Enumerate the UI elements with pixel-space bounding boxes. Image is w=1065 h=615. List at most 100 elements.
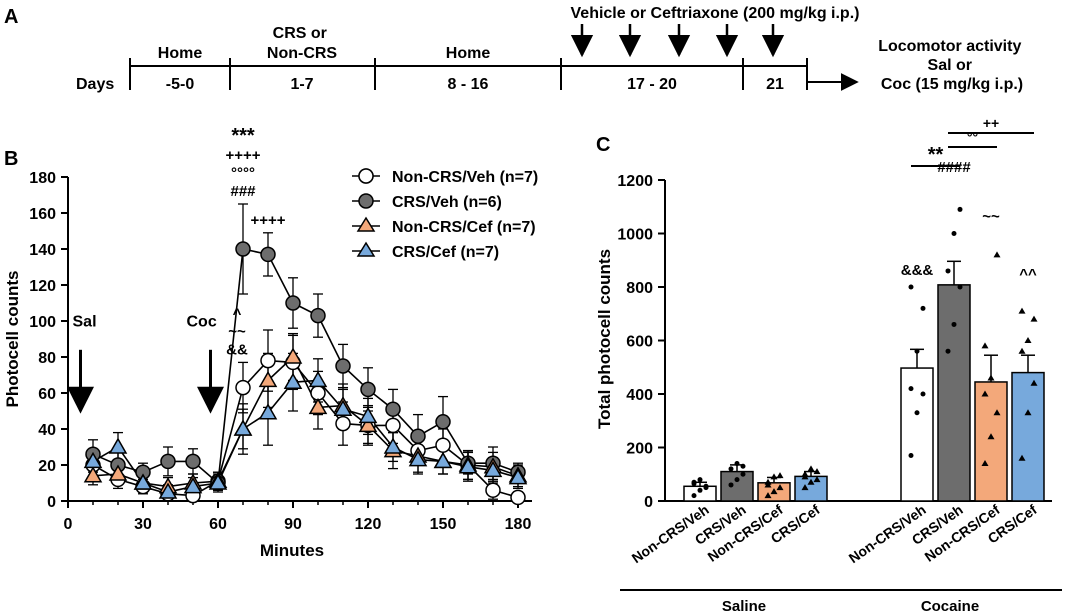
panel-c-annotations: &&& #### ~~ ^^ ** °° ++	[901, 115, 1037, 283]
significance-marker: ~~	[228, 323, 246, 340]
panel-b-legend: Non-CRS/Veh (n=7) CRS/Veh (n=6) Non-CRS/…	[352, 168, 538, 261]
panel-b-ylabel: Photocell counts	[3, 271, 22, 408]
individual-point	[1018, 307, 1026, 314]
data-point	[160, 453, 176, 470]
individual-point	[697, 487, 703, 493]
individual-point	[981, 390, 989, 397]
data-point	[508, 468, 528, 485]
panel-c-bars	[683, 206, 1045, 502]
individual-point	[993, 251, 1001, 258]
data-point	[358, 406, 378, 424]
bracket-label: °°	[967, 129, 978, 145]
series-3	[88, 352, 523, 500]
individual-point	[740, 463, 746, 469]
legend-item: Non-CRS/Veh (n=7)	[352, 168, 538, 186]
sal-arrow-label: Sal	[73, 313, 97, 330]
saline-group-label: Saline	[722, 598, 766, 615]
legend-label: CRS/Veh (n=6)	[392, 194, 502, 211]
individual-point	[951, 231, 957, 236]
panel-c-ylabel: Total photocell counts	[595, 249, 614, 429]
bar	[937, 284, 971, 502]
treatment-label: Vehicle or Ceftriaxone (200 mg/kg i.p.)	[571, 5, 860, 22]
legend-marker	[356, 241, 376, 257]
individual-point	[957, 206, 963, 212]
panel-c-group-labels: Saline Cocaine	[620, 589, 1062, 615]
individual-point	[764, 481, 772, 488]
phase-crs-line-1: CRS or	[273, 25, 327, 42]
individual-point	[987, 374, 995, 381]
y-tick-label: 200	[626, 441, 653, 458]
data-point	[183, 477, 203, 494]
significance-marker: ***	[231, 125, 255, 147]
individual-point	[1018, 454, 1026, 461]
y-tick-label: 0	[644, 494, 653, 511]
bracket-label: **	[928, 144, 944, 166]
y-tick-label: 60	[38, 386, 56, 403]
phase-test-days: 21	[766, 76, 784, 93]
test-label-line-1: Locomotor activity	[878, 38, 1021, 55]
y-tick-label: 180	[29, 170, 56, 187]
data-point	[510, 489, 526, 506]
panel-c-bar-chart: C 0 200 400 600 800 1000 1200 Total photocell …	[595, 115, 1062, 615]
individual-point	[728, 482, 734, 488]
bar	[900, 367, 934, 502]
significance-bracket: **	[911, 144, 960, 167]
significance-marker: ++++	[250, 212, 285, 229]
legend-marker	[358, 193, 374, 209]
y-tick-label: 20	[38, 458, 56, 475]
x-tick-label: 0	[64, 516, 73, 533]
data-point	[308, 370, 328, 388]
panel-a-timeline: A Days Home -5-0 CRS or Non-CRS 1-7 Home…	[4, 5, 1026, 93]
significance-marker: ^^	[1019, 266, 1037, 283]
data-point	[283, 347, 303, 364]
panel-b-annotations: ###°°°°++++***++++&&~~^	[225, 125, 285, 358]
data-point	[235, 241, 251, 257]
test-label-line-2: Sal or	[928, 57, 972, 74]
individual-point	[734, 461, 740, 467]
individual-point	[691, 479, 697, 485]
individual-point	[770, 488, 778, 495]
data-point	[260, 246, 276, 263]
data-point	[385, 417, 401, 434]
data-point	[358, 415, 378, 433]
panel-b-line-chart: B 0 20 40 60 80 100 120 140 160 180 0 30 60 90 120 150 1…	[3, 125, 538, 560]
series-markers-0	[85, 352, 526, 506]
individual-point	[740, 471, 746, 477]
injection-arrows	[570, 24, 785, 58]
data-point	[235, 379, 251, 396]
y-tick-label: 0	[47, 494, 56, 511]
significance-marker: ~~	[982, 208, 1000, 225]
panel-b-label: B	[4, 148, 18, 170]
y-tick-label: 400	[626, 387, 653, 404]
legend-label: CRS/Cef (n=7)	[392, 244, 499, 261]
individual-point	[691, 493, 697, 499]
bar	[720, 470, 754, 502]
y-tick-label: 600	[626, 334, 653, 351]
individual-point	[957, 284, 963, 290]
cocaine-group-label: Cocaine	[921, 598, 979, 615]
y-tick-label: 40	[38, 422, 56, 439]
individual-point	[1030, 315, 1038, 322]
individual-point	[945, 268, 951, 274]
individual-point	[981, 342, 989, 349]
data-point	[158, 482, 178, 499]
coc-arrow: Coc	[187, 313, 224, 414]
series-markers-1	[85, 241, 526, 491]
significance-marker: ^	[233, 305, 242, 322]
phase-treatment-days: 17 - 20	[627, 76, 677, 93]
individual-point	[734, 477, 740, 483]
phase-home-1-days: -5-0	[166, 76, 195, 93]
individual-point	[981, 460, 989, 467]
data-point	[385, 401, 401, 417]
individual-point	[951, 321, 957, 327]
series-0	[88, 329, 523, 502]
significance-bracket: ++	[948, 115, 1034, 134]
x-tick-label: 120	[355, 516, 382, 533]
test-label: Locomotor activity Sal or Coc (15 mg/kg …	[878, 38, 1026, 93]
y-tick-label: 140	[29, 242, 56, 259]
legend-item: Non-CRS/Cef (n=7)	[352, 216, 536, 236]
panel-b-axes	[67, 177, 532, 502]
data-point	[383, 437, 403, 454]
phase-crs-days: 1-7	[290, 76, 313, 93]
